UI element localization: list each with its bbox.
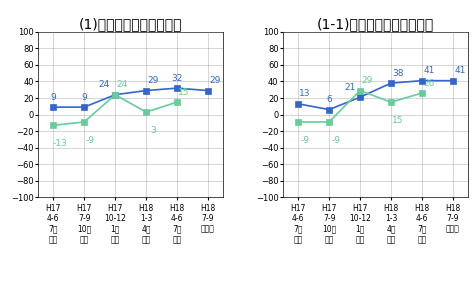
Text: -9: -9 [301,136,310,145]
Text: 13: 13 [299,89,311,98]
Text: H18
4-6
7月
調査: H18 4-6 7月 調査 [414,204,429,244]
Text: H17
10-12
1月
調査: H17 10-12 1月 調査 [104,204,126,244]
Title: (1-1)戸建注文住宅受注金額: (1-1)戸建注文住宅受注金額 [317,17,434,31]
Text: 24: 24 [116,80,128,89]
Text: H18
1-3
4月
調査: H18 1-3 4月 調査 [383,204,399,244]
Text: -9: -9 [332,136,341,145]
Text: H17
4-6
7月
調査: H17 4-6 7月 調査 [290,204,306,244]
Text: -13: -13 [53,139,68,148]
Title: (1)戸建注文住宅受注棹数: (1)戸建注文住宅受注棹数 [79,17,183,31]
Text: 26: 26 [423,79,435,88]
Text: H17
10-12
1月
調査: H17 10-12 1月 調査 [349,204,371,244]
Text: 32: 32 [171,74,183,83]
Text: 9: 9 [51,93,56,102]
Text: 15: 15 [178,88,190,97]
Text: 41: 41 [454,66,465,75]
Text: 3: 3 [150,126,156,135]
Text: H18
4-6
7月
調査: H18 4-6 7月 調査 [169,204,184,244]
Text: 6: 6 [326,95,332,104]
Text: H18
1-3
4月
調査: H18 1-3 4月 調査 [139,204,154,244]
Text: H17
7-9
10月
調査: H17 7-9 10月 調査 [322,204,337,244]
Text: H17
7-9
10月
調査: H17 7-9 10月 調査 [77,204,92,244]
Text: 29: 29 [147,76,159,85]
Text: 29: 29 [361,76,373,85]
Text: 41: 41 [423,66,435,75]
Text: 9: 9 [81,93,87,102]
Text: 29: 29 [209,76,220,85]
Text: H17
4-6
7月
調査: H17 4-6 7月 調査 [45,204,61,244]
Text: 38: 38 [392,69,403,78]
Text: 21: 21 [345,83,356,92]
Text: -9: -9 [85,136,94,145]
Text: 15: 15 [392,116,403,125]
Text: H18
7-9
見通し: H18 7-9 見通し [200,204,216,234]
Text: H18
7-9
見通し: H18 7-9 見通し [445,204,460,234]
Text: 24: 24 [98,80,110,89]
